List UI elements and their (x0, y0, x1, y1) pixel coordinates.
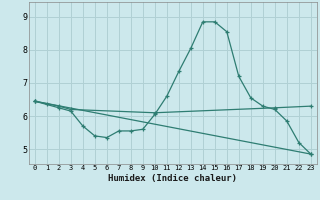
X-axis label: Humidex (Indice chaleur): Humidex (Indice chaleur) (108, 174, 237, 183)
